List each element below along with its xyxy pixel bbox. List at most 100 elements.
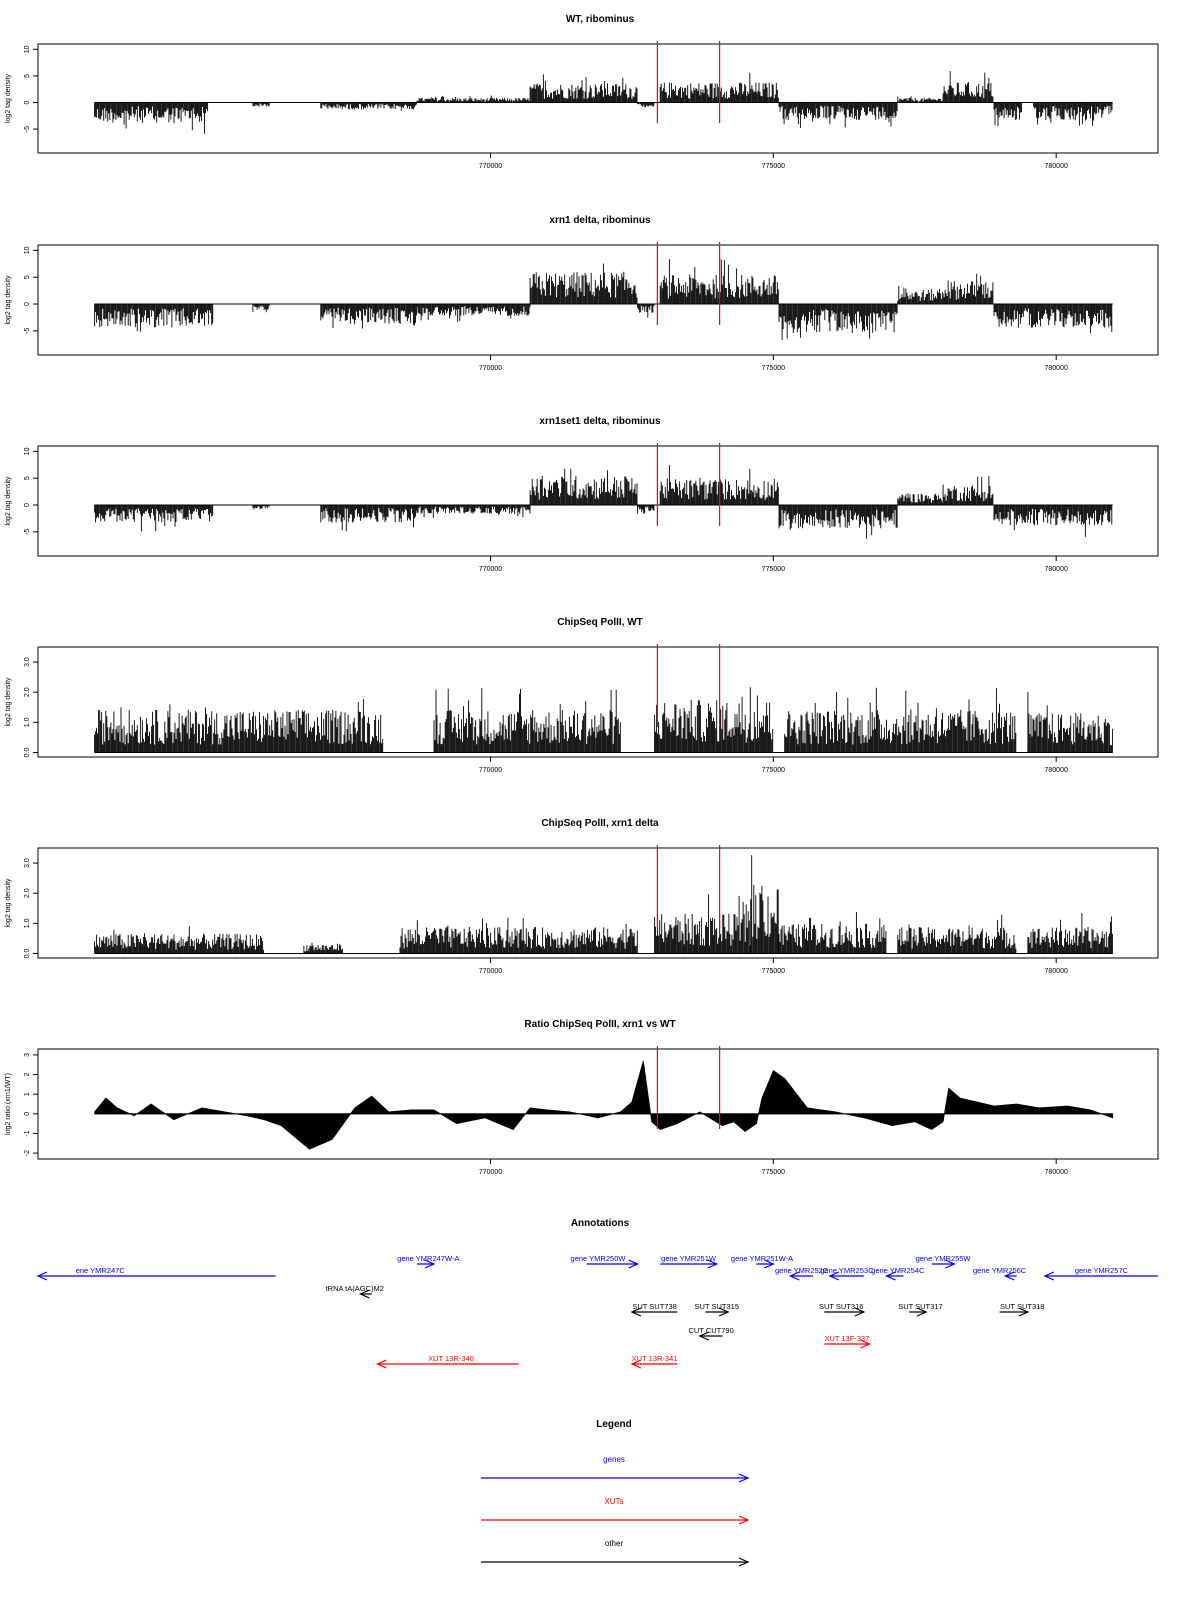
x-tick-label: 770000 [479,365,502,372]
y-tick-label: 5 [24,275,31,279]
annotation-label: ene YMR247C [76,1266,126,1275]
arrow-head [707,1259,719,1269]
legend-label: genes [603,1455,625,1464]
annotation-label: XUT 13F-337 [824,1334,869,1343]
annotation-label: tRNA tA(AGC)M2 [326,1284,384,1293]
arrow-head [860,1339,871,1349]
y-tick-label: -5 [24,328,31,334]
track-panel-3: xrn1set1 delta, ribominus log2 tag densit… [5,416,1159,573]
y-tick-label: 0 [24,302,31,306]
arrow-head [375,1359,387,1369]
x-tick-label: 770000 [479,968,502,975]
annotation-label: gene YMR251W [661,1254,717,1263]
track-title: xrn1 delta, ribominus [549,215,651,226]
annotation-arrow [999,1307,1030,1317]
track-panel-1: WT, ribominus log2 tag density 10 5 0 -5 77000… [5,14,1159,170]
plot-frame [37,43,1159,154]
arrow-head [358,1289,370,1299]
arrow-head [828,1271,840,1281]
annotation-arrow [630,1359,678,1369]
arrow-head [885,1271,896,1281]
arrow-head [630,1307,642,1317]
legend-arrow [481,1515,750,1525]
y-tick-label: 0 [24,100,31,104]
arrow-head [854,1307,866,1317]
annotation-arrow [824,1339,871,1349]
signal-bars [94,687,1113,753]
x-tick-label: 780000 [1045,365,1068,372]
track-title: xrn1set1 delta, ribominus [539,416,661,427]
annotation-arrow [909,1307,928,1317]
y-axis-label: log2 tag density [5,275,12,325]
arrow-head [630,1359,642,1369]
annotation-arrow [1003,1271,1017,1281]
annotation-label: SUT SUT317 [898,1302,942,1311]
y-tick-label: 10 [24,447,31,455]
track-panel-6: Ratio ChipSeq PolII, xrn1 vs WT log2 rati… [5,1019,1159,1176]
annotation-arrow [828,1271,864,1281]
arrow-head [738,1515,750,1525]
arrow-head [738,1557,750,1567]
x-tick-label: 770000 [479,566,502,573]
track-title: ChipSeq PolII, WT [557,617,643,628]
annotations-title: Annotations [571,1218,630,1229]
y-tick-label: -5 [24,126,31,132]
legend-label: other [605,1539,624,1548]
y-tick-label: 3 [24,1053,31,1057]
arrow-head [738,1473,750,1483]
plot-frame [37,445,1159,557]
plot-frame [37,244,1159,356]
arrow-head [764,1259,775,1269]
annotation-arrow [931,1259,956,1269]
legend-panel: Legend genes XUTs other [481,1419,750,1567]
y-tick-label: -1 [24,1130,31,1136]
arrow-head [1043,1271,1055,1281]
plot-frame [37,646,1159,758]
y-tick-label: 5 [24,476,31,480]
x-tick-label: 780000 [1045,566,1068,573]
annotation-arrow [756,1259,775,1269]
y-axis-label: log2 tag density [5,677,12,727]
annotation-arrow [630,1307,678,1317]
y-tick-label: -5 [24,529,31,535]
annotation-label: SUT SUT318 [1000,1302,1044,1311]
annotation-arrow [885,1271,904,1281]
legend-arrow [481,1473,750,1483]
x-tick-label: 775000 [762,163,785,170]
y-axis-label: log2 ratio (xrn1/WT) [5,1073,12,1135]
x-tick-label: 770000 [479,767,502,774]
track-panel-2: xrn1 delta, ribominus log2 tag density 10 5… [5,215,1159,372]
y-tick-label: 1 [24,1092,31,1096]
arrow-head [698,1331,710,1341]
y-tick-label: 2.0 [24,888,31,898]
x-tick-label: 780000 [1045,1169,1068,1176]
arrow-head [718,1307,730,1317]
track-title: ChipSeq PolII, xrn1 delta [541,818,659,829]
arrow-head [36,1271,48,1281]
annotation-arrow [788,1271,813,1281]
signal-bars [94,465,1113,539]
arrow-head [628,1259,640,1269]
arrow-head [1003,1271,1015,1281]
annotation-label: SUT SUT315 [695,1302,739,1311]
y-tick-label: 0 [24,503,31,507]
y-axis-label: log2 tag density [5,73,12,123]
x-tick-label: 770000 [479,163,502,170]
annotation-label: SUT SUT316 [819,1302,863,1311]
x-tick-label: 770000 [479,1169,502,1176]
y-tick-label: 0.0 [24,748,31,758]
y-tick-label: 1.0 [24,717,31,727]
annotation-arrow [698,1331,723,1341]
y-tick-label: 2.0 [24,687,31,697]
y-axis-label: log2 tag density [5,476,12,526]
ratio-area [94,1060,1114,1150]
arrow-head [1018,1307,1030,1317]
y-tick-label: 0.0 [24,949,31,959]
y-tick-label: 5 [24,74,31,78]
y-tick-label: 2 [24,1072,31,1076]
arrow-head [788,1271,800,1281]
y-axis-label: log2 tag density [5,878,12,928]
y-tick-label: -2 [24,1150,31,1156]
x-tick-label: 775000 [762,1169,785,1176]
